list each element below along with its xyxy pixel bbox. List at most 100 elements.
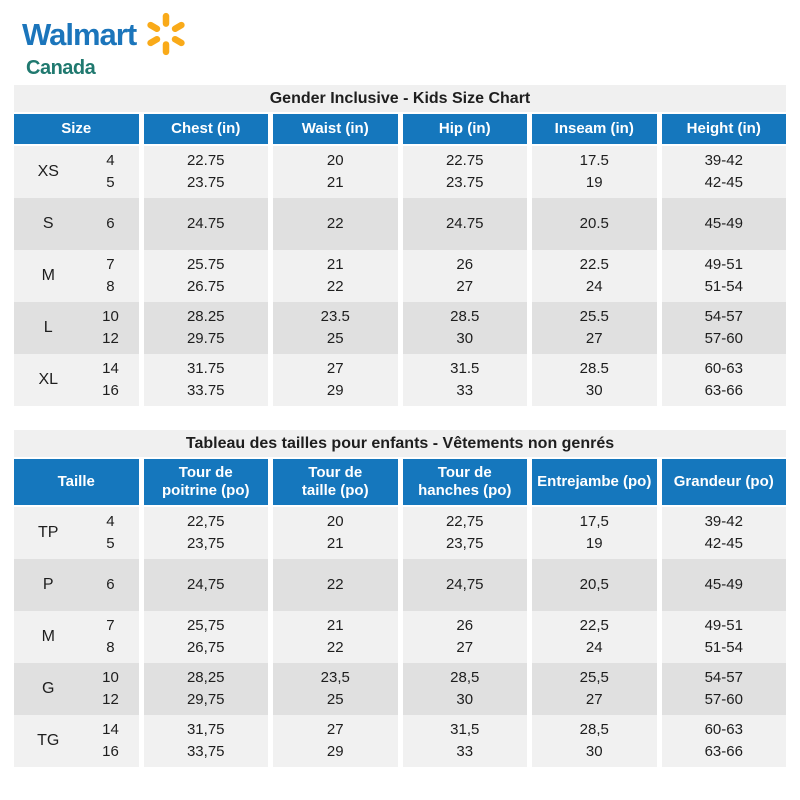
measurement-line: 31,75 (186, 721, 225, 738)
size-number-line: 16 (102, 382, 119, 399)
measurement-cell: 26 27 (402, 611, 527, 663)
table-header-row-english: Size Chest (in) Waist (in) Hip (in) Inseam (… (14, 114, 786, 144)
measurement-cell: 24.75 (402, 198, 527, 250)
column-header-line: hanches (po) (418, 482, 512, 499)
measurement-cell: 54-57 57-60 (661, 302, 786, 354)
measurement-line: 19 (585, 535, 603, 552)
measurement-line: 28.25 (186, 308, 225, 325)
measurement-cell: 60-63 63-66 (661, 715, 786, 767)
measurement-cell: 21 22 (273, 250, 398, 302)
measurement-line: 27 (456, 278, 474, 295)
measurement-cell: 28,5 30 (402, 663, 527, 715)
table-row: TP 4 5 22,75 23,75 20 21 22,75 23,75 17,5 19 39-42 4… (14, 507, 786, 559)
table-row: M 7 8 25,75 26,75 21 22 26 27 22,5 24 49-51 51-54 (14, 611, 786, 663)
measurement-cell: 45-49 (661, 198, 786, 250)
measurement-line: 17,5 (579, 513, 609, 530)
measurement-line: 24,75 (186, 576, 225, 593)
measurement-line: 24 (585, 639, 603, 656)
measurement-line: 27 (585, 691, 603, 708)
size-numbers: 6 (82, 213, 138, 235)
table-header-row-french: Taille Tour de poitrine (po) Tour de taille … (14, 459, 786, 505)
measurement-cell: 20 21 (273, 507, 398, 559)
measurement-cell: 22 (273, 198, 398, 250)
measurement-line: 21 (326, 174, 344, 191)
column-header: Chest (in) (143, 114, 268, 144)
column-header: Waist (in) (273, 114, 398, 144)
measurement-line: 42-45 (704, 174, 743, 191)
size-letter: TP (38, 524, 59, 541)
walmart-spark-icon (147, 12, 185, 56)
measurement-line: 27 (456, 639, 474, 656)
measurement-cell: 20,5 (532, 559, 657, 611)
measurement-line: 49-51 (704, 617, 743, 634)
measurement-cell: 54-57 57-60 (661, 663, 786, 715)
measurement-line: 28,5 (450, 669, 480, 686)
measurement-cell: 22.5 24 (532, 250, 657, 302)
column-header-line: Tour de (178, 464, 233, 481)
column-header: Tour de poitrine (po) (143, 459, 268, 505)
measurement-line: 54-57 (704, 669, 743, 686)
size-letter: L (43, 319, 53, 336)
walmart-canada-logo: Walmart Canada (22, 11, 189, 78)
measurement-cell: 27 29 (273, 715, 398, 767)
measurement-line: 23,75 (186, 535, 225, 552)
measurement-line: 20 (326, 152, 344, 169)
size-table-french: Tableau des tailles pour enfants - Vêtem… (14, 430, 786, 767)
column-header-line: Size (61, 120, 92, 137)
measurement-cell: 49-51 51-54 (661, 611, 786, 663)
measurement-line: 23,75 (445, 535, 484, 552)
measurement-line: 24.75 (186, 215, 225, 232)
measurement-line: 22.5 (579, 256, 609, 273)
measurement-line: 22 (326, 215, 344, 232)
table-row: TG 14 16 31,75 33,75 27 29 31,5 33 28,5 30 60-63 63-… (14, 715, 786, 767)
measurement-line: 63-66 (704, 382, 743, 399)
size-number-line: 16 (102, 743, 119, 760)
measurement-line: 25 (326, 691, 344, 708)
measurement-cell: 23.5 25 (273, 302, 398, 354)
measurement-line: 60-63 (704, 360, 743, 377)
measurement-line: 21 (326, 617, 344, 634)
table-row: L 10 12 28.25 29.75 23.5 25 28.5 30 25.5 27 54-57 57… (14, 302, 786, 354)
measurement-line: 54-57 (704, 308, 743, 325)
measurement-line: 29 (326, 743, 344, 760)
measurement-cell: 28.25 29.75 (143, 302, 268, 354)
column-header-line: taille (po) (301, 482, 369, 499)
measurement-cell: 28.5 30 (402, 302, 527, 354)
measurement-line: 17.5 (579, 152, 609, 169)
size-number-line: 12 (102, 330, 119, 347)
measurement-cell: 31.75 33.75 (143, 354, 268, 406)
measurement-line: 29,75 (186, 691, 225, 708)
size-cell: XL 14 16 (14, 354, 139, 406)
size-number-line: 6 (106, 576, 115, 593)
measurement-line: 23.5 (320, 308, 350, 325)
measurement-line: 30 (585, 743, 603, 760)
measurement-line: 63-66 (704, 743, 743, 760)
measurement-line: 26 (456, 256, 474, 273)
measurement-cell: 22.75 23.75 (402, 146, 527, 198)
measurement-cell: 25.5 27 (532, 302, 657, 354)
column-header: Size (14, 114, 139, 144)
measurement-line: 20 (326, 513, 344, 530)
measurement-line: 25 (326, 330, 344, 347)
size-letter: S (42, 215, 54, 232)
size-cell: TP 4 5 (14, 507, 139, 559)
table-body-english: XS 4 5 22.75 23.75 20 21 22.75 23.75 17.5 19 39-42 4… (14, 146, 786, 406)
size-numbers: 14 16 (82, 358, 138, 402)
measurement-cell: 17,5 19 (532, 507, 657, 559)
logo-row: Walmart (22, 11, 189, 57)
column-header-line: Entrejambe (po) (537, 473, 652, 490)
column-header-line: Height (in) (686, 120, 761, 137)
column-header: Entrejambe (po) (532, 459, 657, 505)
measurement-cell: 22.75 23.75 (143, 146, 268, 198)
measurement-cell: 24,75 (143, 559, 268, 611)
measurement-line: 22 (326, 639, 344, 656)
measurement-cell: 20.5 (532, 198, 657, 250)
measurement-line: 25,75 (186, 617, 225, 634)
column-header-line: Tour de (437, 464, 492, 481)
measurement-line: 45-49 (704, 215, 743, 232)
size-letter: XL (38, 371, 59, 388)
measurement-cell: 24.75 (143, 198, 268, 250)
size-number-line: 5 (106, 535, 115, 552)
